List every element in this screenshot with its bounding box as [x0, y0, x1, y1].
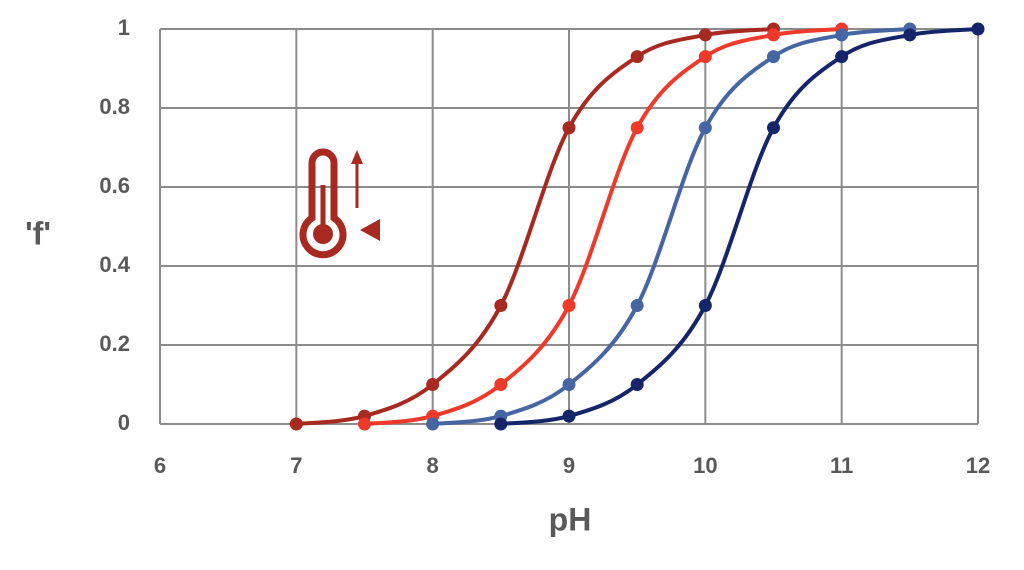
data-point: [562, 378, 576, 391]
series-line: [432, 27, 911, 426]
x-tick-label: 8: [427, 453, 439, 478]
x-tick-label: 6: [154, 453, 166, 478]
series-line: [364, 27, 842, 426]
data-point: [289, 417, 303, 431]
data-point: [698, 50, 712, 64]
data-point: [630, 378, 644, 391]
x-tick-label: 9: [563, 453, 575, 478]
data-point: [494, 417, 508, 431]
data-point: [630, 50, 644, 64]
data-point: [562, 121, 576, 135]
y-tick-label: 0.6: [99, 173, 130, 198]
x-tick-label: 11: [830, 453, 853, 478]
y-tick-label: 0.2: [99, 331, 130, 356]
data-point: [358, 417, 371, 431]
x-tick-label: 7: [290, 453, 302, 478]
y-tick-label: 0.8: [99, 94, 130, 119]
data-point: [630, 121, 644, 135]
data-point: [835, 50, 849, 64]
data-point: [562, 299, 576, 312]
data-point: [971, 22, 985, 36]
data-point: [426, 378, 440, 391]
y-axis-title: 'f': [25, 215, 51, 251]
series-line: [500, 27, 979, 426]
data-point: [835, 28, 849, 42]
data-point: [767, 28, 780, 42]
series-line: [296, 27, 774, 426]
data-point: [698, 28, 712, 42]
data-point: [767, 50, 780, 64]
data-point: [494, 299, 508, 312]
data-point: [903, 28, 917, 42]
data-point: [630, 299, 644, 312]
data-point: [698, 299, 712, 312]
y-tick-label: 0.4: [99, 252, 130, 277]
data-point: [494, 378, 508, 391]
data-point: [426, 417, 440, 431]
x-tick-label: 12: [966, 453, 990, 478]
temperature-annotation: [299, 148, 815, 259]
x-tick-label: 10: [693, 453, 717, 478]
y-tick-label: 0: [118, 410, 130, 435]
data-point: [698, 121, 712, 135]
data-point: [767, 121, 780, 135]
data-point: [562, 409, 576, 423]
x-axis-title: pH: [549, 501, 592, 537]
y-tick-label: 1: [118, 15, 130, 40]
